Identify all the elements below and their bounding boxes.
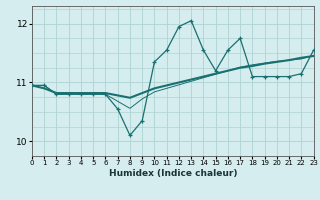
- X-axis label: Humidex (Indice chaleur): Humidex (Indice chaleur): [108, 169, 237, 178]
